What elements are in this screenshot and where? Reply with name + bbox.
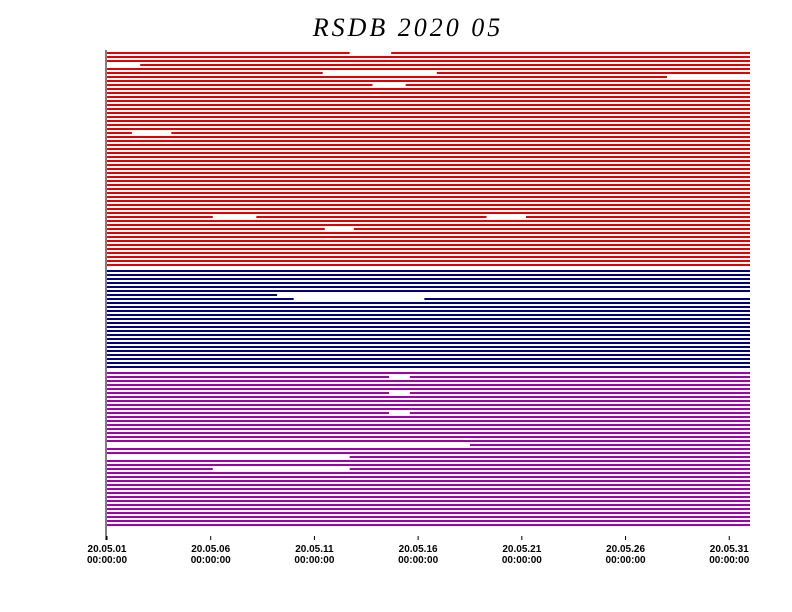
- data-gap: [322, 71, 437, 75]
- x-tick-label: 20.05.06: [191, 544, 230, 555]
- chart-title: RSDB 2020 05: [312, 13, 504, 42]
- x-tick-label: 20.05.16: [399, 544, 438, 555]
- x-tick-label: 00:00:00: [294, 555, 334, 566]
- x-tick-label: 20.05.21: [502, 544, 541, 555]
- x-tick-label: 00:00:00: [398, 555, 438, 566]
- x-tick-label: 00:00:00: [709, 555, 749, 566]
- data-gap: [349, 51, 392, 55]
- data-gap: [107, 443, 470, 447]
- data-gap: [324, 227, 354, 231]
- x-tick-label: 00:00:00: [87, 555, 127, 566]
- x-tick-label: 20.05.01: [88, 544, 127, 555]
- data-gap: [107, 455, 350, 459]
- x-tick-label: 00:00:00: [191, 555, 231, 566]
- x-tick-label: 20.05.11: [295, 544, 334, 555]
- x-tick-label: 00:00:00: [502, 555, 542, 566]
- data-gap: [389, 375, 410, 379]
- data-gap: [212, 467, 350, 471]
- x-tick-label: 20.05.26: [606, 544, 645, 555]
- data-gap: [389, 411, 410, 415]
- data-gap: [293, 297, 425, 301]
- data-gap: [372, 83, 406, 87]
- data-gap: [277, 293, 750, 297]
- x-tick-label: 00:00:00: [606, 555, 646, 566]
- data-gap: [107, 63, 141, 67]
- data-gap: [486, 215, 526, 219]
- data-gap: [389, 391, 410, 395]
- data-gap: [667, 75, 750, 79]
- data-gap: [212, 215, 257, 219]
- x-tick-label: 20.05.31: [710, 544, 749, 555]
- data-gap: [131, 131, 172, 135]
